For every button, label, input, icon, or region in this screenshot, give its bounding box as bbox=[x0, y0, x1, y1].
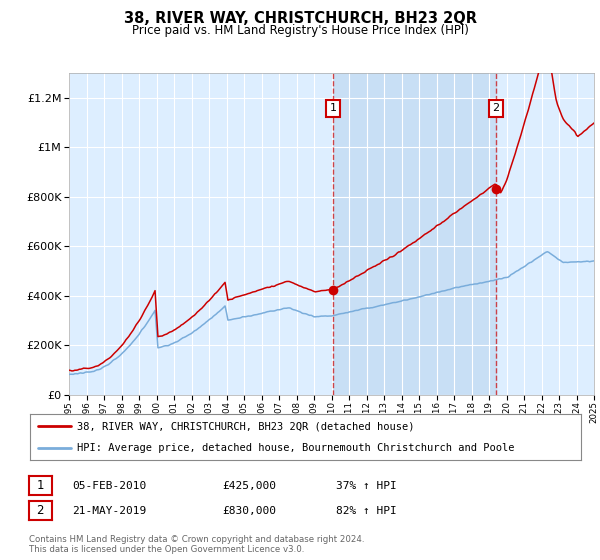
Text: 2: 2 bbox=[492, 103, 499, 113]
Text: 82% ↑ HPI: 82% ↑ HPI bbox=[336, 506, 397, 516]
Text: 2: 2 bbox=[37, 504, 44, 517]
Text: 38, RIVER WAY, CHRISTCHURCH, BH23 2QR (detached house): 38, RIVER WAY, CHRISTCHURCH, BH23 2QR (d… bbox=[77, 421, 415, 431]
Text: £830,000: £830,000 bbox=[222, 506, 276, 516]
Text: Contains HM Land Registry data © Crown copyright and database right 2024.
This d: Contains HM Land Registry data © Crown c… bbox=[29, 535, 364, 554]
Text: 37% ↑ HPI: 37% ↑ HPI bbox=[336, 480, 397, 491]
Bar bbox=[333, 73, 496, 395]
Text: 1: 1 bbox=[329, 103, 337, 113]
Text: 38, RIVER WAY, CHRISTCHURCH, BH23 2QR: 38, RIVER WAY, CHRISTCHURCH, BH23 2QR bbox=[124, 11, 476, 26]
Text: 21-MAY-2019: 21-MAY-2019 bbox=[72, 506, 146, 516]
Text: £425,000: £425,000 bbox=[222, 480, 276, 491]
Text: 1: 1 bbox=[37, 479, 44, 492]
Text: 05-FEB-2010: 05-FEB-2010 bbox=[72, 480, 146, 491]
Text: Price paid vs. HM Land Registry's House Price Index (HPI): Price paid vs. HM Land Registry's House … bbox=[131, 24, 469, 36]
Text: HPI: Average price, detached house, Bournemouth Christchurch and Poole: HPI: Average price, detached house, Bour… bbox=[77, 444, 514, 454]
